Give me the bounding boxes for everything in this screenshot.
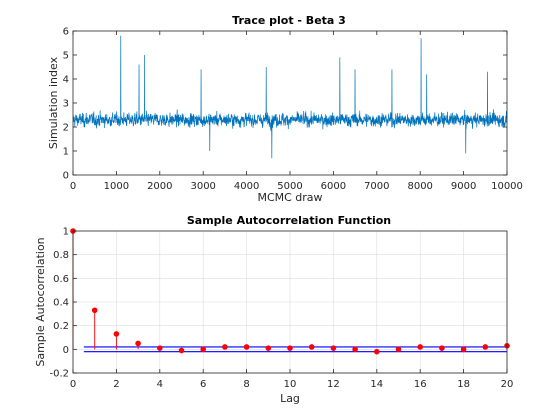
acf-x-tick-label: 2 [113, 379, 119, 390]
acf-point [308, 344, 315, 350]
acf-y-tick-label: 0 [63, 345, 69, 356]
acf-point [91, 307, 98, 314]
acf-point [395, 346, 402, 353]
trace-x-tick-label: 0 [70, 181, 76, 192]
acf-point [135, 340, 141, 347]
acf-point [352, 346, 358, 353]
trace-y-tick-label: 3 [63, 99, 69, 110]
acf-point [482, 344, 489, 350]
trace-x-tick-label: 4000 [234, 181, 259, 192]
trace-x-tick-label: 3000 [190, 181, 215, 192]
acf-x-tick-label: 4 [157, 379, 163, 390]
acf-panel: Sample Autocorrelation Function 0 2 4 6 8 10 1… [34, 214, 513, 405]
trace-series [72, 35, 508, 159]
acf-x-tick-label: 8 [243, 379, 249, 390]
trace-x-ticks: 0 1000 2000 3000 4000 5000 6000 7000 8000 9000 100… [70, 31, 523, 192]
acf-y-tick-label: -0.2 [49, 369, 69, 380]
acf-y-ticks: -0.2 0 0.2 0.4 0.6 0.8 1 [49, 227, 77, 380]
trace-y-tick-label: 4 [63, 75, 69, 86]
acf-y-axis-label: Sample Autocorrelation [34, 237, 47, 366]
trace-x-tick-label: 2000 [147, 181, 172, 192]
acf-point [113, 331, 120, 337]
trace-plot-title: Trace plot - Beta 3 [232, 14, 346, 27]
acf-x-axis-label: Lag [280, 392, 300, 405]
trace-plot-area [73, 31, 507, 175]
trace-x-axis-label: MCMC draw [257, 191, 322, 204]
acf-point [222, 344, 228, 350]
acf-point [200, 346, 206, 353]
trace-x-tick-label: 10000 [491, 181, 523, 192]
acf-point [374, 348, 380, 355]
trace-line [72, 35, 508, 159]
trace-y-tick-label: 5 [63, 51, 69, 62]
acf-point [417, 344, 424, 350]
acf-y-tick-label: 0.4 [53, 298, 69, 309]
acf-title: Sample Autocorrelation Function [187, 214, 391, 227]
trace-x-tick-label: 7000 [364, 181, 389, 192]
acf-y-tick-label: 1 [63, 227, 69, 238]
trace-x-tick-label: 6000 [321, 181, 346, 192]
trace-x-tick-label: 5000 [277, 181, 302, 192]
acf-y-tick-label: 0.2 [53, 321, 69, 332]
acf-point [178, 347, 185, 354]
trace-y-tick-label: 1 [63, 147, 69, 158]
acf-x-tick-label: 18 [457, 379, 470, 390]
acf-point [439, 345, 445, 351]
trace-y-ticks: 0 1 2 3 4 5 6 [63, 27, 507, 182]
trace-y-tick-label: 6 [63, 27, 69, 38]
acf-point [157, 345, 163, 351]
trace-x-tick-label: 1000 [104, 181, 129, 192]
trace-x-tick-label: 9000 [451, 181, 476, 192]
acf-confidence-bounds [83, 346, 507, 353]
acf-point [330, 345, 337, 351]
acf-point [243, 344, 250, 350]
acf-x-tick-label: 16 [414, 379, 427, 390]
acf-x-tick-label: 20 [501, 379, 514, 390]
acf-y-tick-label: 0.6 [53, 274, 69, 285]
acf-x-tick-label: 6 [200, 379, 206, 390]
acf-x-tick-label: 14 [370, 379, 383, 390]
acf-x-tick-label: 10 [284, 379, 297, 390]
trace-plot-panel: Trace plot - Beta 3 0 1000 2000 3000 4000 500… [47, 14, 523, 204]
acf-x-tick-label: 0 [70, 379, 76, 390]
acf-x-tick-label: 12 [327, 379, 340, 390]
trace-y-tick-label: 2 [63, 123, 69, 134]
trace-y-axis-label: Simulation index [47, 56, 60, 149]
acf-x-ticks: 0 2 4 6 8 10 12 14 16 18 20 [70, 369, 514, 390]
acf-y-tick-label: 0.8 [53, 250, 69, 261]
acf-point [287, 345, 293, 351]
acf-point [460, 346, 467, 353]
acf-point [265, 345, 272, 351]
trace-x-tick-label: 8000 [407, 181, 432, 192]
trace-y-tick-label: 0 [63, 171, 69, 182]
